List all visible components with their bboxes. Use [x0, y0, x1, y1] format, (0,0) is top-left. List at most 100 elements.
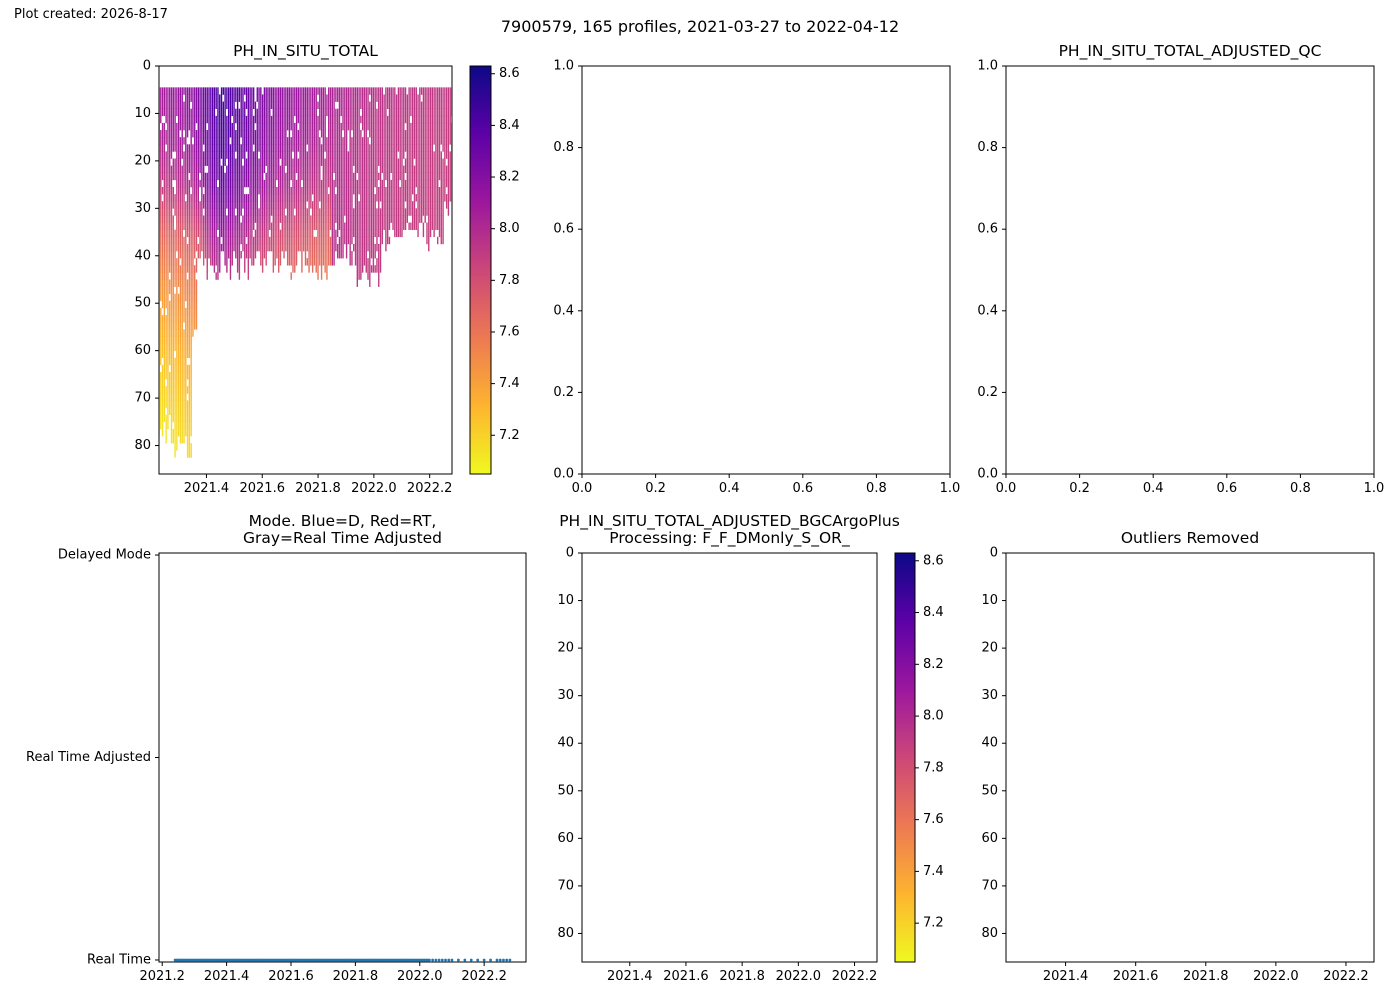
x-tick-label: 2021.6: [268, 969, 314, 984]
colorbar-tick-label: 8.2: [923, 657, 944, 672]
x-tick-label: 0.0: [996, 481, 1017, 496]
y-tick-label: 0: [143, 59, 151, 74]
x-tick-label: 0.8: [866, 481, 887, 496]
y-tick-label: 80: [981, 926, 998, 941]
y-tick-label: 0.2: [977, 385, 998, 400]
y-tick-label: 0.8: [977, 140, 998, 155]
y-tick-label: 0.4: [553, 303, 574, 318]
x-tick-label: 2021.2: [139, 969, 185, 984]
mode-point: [428, 958, 431, 962]
subplot-3: 0.0 0.2 0.4 0.6 0.8 1.0 0.0 0.2 0.4 0.6 0.8 1.0 PH_I…: [977, 42, 1384, 496]
mode-point: [431, 958, 435, 962]
x-tick-label: 0.4: [1143, 481, 1164, 496]
subplot-title: Processing: F_F_DMonly_S_OR_: [609, 529, 850, 548]
y-tick-label: 0.2: [553, 385, 574, 400]
x-tick-label: 2022.2: [1323, 969, 1369, 984]
colorbar-gradient: [469, 65, 492, 475]
y-tick-label: 30: [981, 688, 998, 703]
y-tick-label: 70: [134, 391, 151, 406]
axes-frame: [1005, 552, 1375, 963]
colorbar-gradient: [894, 552, 916, 963]
x-tick-label: 2022.0: [351, 481, 397, 496]
y-tick-label: 30: [557, 688, 574, 703]
y-tick-label: 60: [134, 343, 151, 358]
x-tick-label: 2021.6: [1113, 969, 1159, 984]
colorbar-tick-label: 8.0: [499, 221, 520, 236]
x-tick-label: 2021.8: [295, 481, 341, 496]
subplot-5: 2021.4 2021.6 2021.8 2022.0 2022.2 0 10 20 30 40 5…: [557, 512, 899, 984]
colorbar-tick-label: 8.2: [499, 170, 520, 185]
y-tick-label: 60: [557, 831, 574, 846]
x-tick-label: 2021.4: [204, 969, 250, 984]
x-tick-label: 0.4: [719, 481, 740, 496]
y-tick-label: 70: [557, 878, 574, 893]
colorbar-tick-label: 7.2: [499, 428, 520, 443]
subplot-title: Gray=Real Time Adjusted: [243, 529, 442, 547]
colorbar-5: 7.2 7.4 7.6 7.8 8.0 8.2 8.4 8.6: [894, 552, 944, 963]
y-tick-label: 70: [981, 878, 998, 893]
colorbar-tick-label: 7.6: [923, 812, 944, 827]
colorbar-tick-label: 8.4: [499, 118, 520, 133]
y-tick-label: Delayed Mode: [58, 548, 151, 563]
subplot-title: Outliers Removed: [1121, 529, 1259, 547]
y-tick-label: 40: [557, 736, 574, 751]
colorbar-tick-label: 8.0: [923, 709, 944, 724]
x-tick-label: 2021.6: [663, 969, 709, 984]
mode-point: [450, 958, 454, 962]
x-tick-label: 0.2: [645, 481, 666, 496]
x-tick-label: 2021.8: [1183, 969, 1229, 984]
y-tick-label: 80: [134, 438, 151, 453]
mode-point: [476, 958, 480, 962]
x-tick-label: 2021.4: [1043, 969, 1089, 984]
x-tick-label: 2022.2: [461, 969, 507, 984]
y-tick-label: 60: [981, 831, 998, 846]
axes-frame: [581, 65, 951, 475]
y-tick-label: 10: [557, 593, 574, 608]
subplot-4: 2021.2 2021.4 2021.6 2021.8 2022.0 2022.2 Real…: [26, 512, 527, 984]
mode-point: [505, 958, 509, 962]
y-tick-label: Real Time Adjusted: [26, 750, 151, 765]
colorbar-tick-label: 7.6: [499, 324, 520, 339]
y-tick-label: 40: [981, 736, 998, 751]
mode-point: [437, 958, 441, 962]
x-tick-label: 0.6: [792, 481, 813, 496]
mode-point: [498, 958, 502, 962]
x-tick-label: 2022.0: [776, 969, 822, 984]
x-tick-label: 0.0: [572, 481, 593, 496]
subplot-title: PH_IN_SITU_TOTAL: [233, 42, 378, 61]
x-tick-label: 2022.0: [1253, 969, 1299, 984]
y-tick-label: 30: [134, 201, 151, 216]
mode-point: [489, 958, 492, 962]
subplot-title: PH_IN_SITU_TOTAL_ADJUSTED_BGCArgoPlus: [559, 512, 900, 531]
profile-columns: [159, 87, 452, 458]
subplot-title: Mode. Blue=D, Red=RT,: [249, 512, 437, 530]
y-tick-label: 0.6: [977, 222, 998, 237]
x-tick-label: 0.8: [1290, 481, 1311, 496]
y-tick-label: 1.0: [553, 59, 574, 74]
x-tick-label: 1.0: [1364, 481, 1385, 496]
axes-frame: [158, 65, 453, 475]
y-tick-label: 0.8: [553, 140, 574, 155]
x-tick-label: 2021.4: [607, 969, 653, 984]
colorbar-tick-label: 7.4: [923, 864, 944, 879]
y-tick-label: 0.0: [553, 467, 574, 482]
axes-frame: [158, 552, 527, 963]
x-tick-label: 0.2: [1069, 481, 1090, 496]
x-tick-label: 1.0: [940, 481, 961, 496]
colorbar-tick-label: 7.4: [499, 376, 520, 391]
colorbar-tick-label: 8.6: [499, 66, 520, 81]
mode-point: [456, 958, 460, 962]
mode-point: [502, 958, 505, 962]
subplot-6: 2021.4 2021.6 2021.8 2022.0 2022.2 0 10 20 30 40 5…: [981, 529, 1375, 984]
y-tick-label: 0: [990, 546, 998, 561]
y-tick-label: 0: [566, 546, 574, 561]
y-tick-label: 50: [134, 296, 151, 311]
x-tick-label: 2022.2: [832, 969, 878, 984]
x-tick-label: 0.6: [1216, 481, 1237, 496]
y-tick-label: 80: [557, 926, 574, 941]
mode-point: [440, 958, 444, 962]
y-tick-label: 40: [134, 248, 151, 263]
y-tick-label: 0.0: [977, 467, 998, 482]
mode-point: [463, 958, 467, 962]
